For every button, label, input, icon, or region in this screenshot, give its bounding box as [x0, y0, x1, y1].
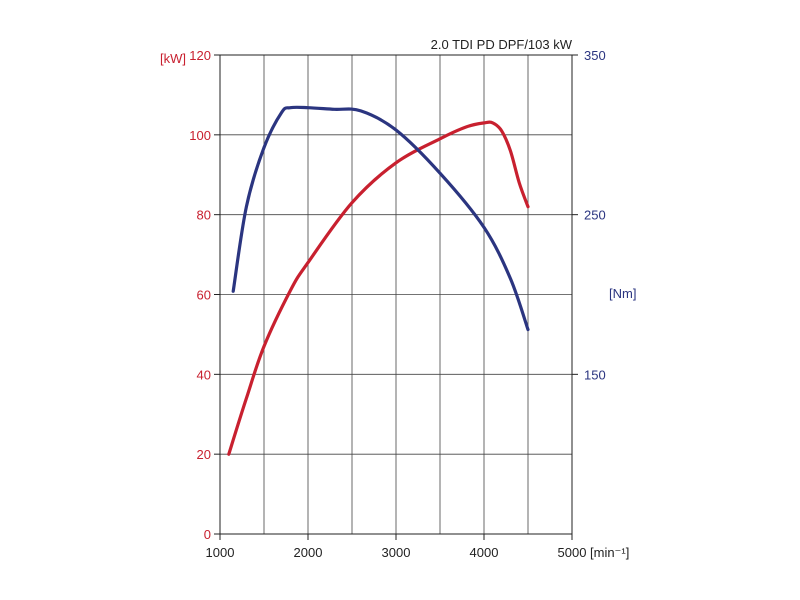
x-tick-label: 3000 [382, 545, 411, 560]
x-axis-unit: [min⁻¹] [590, 545, 629, 560]
y-left-tick-label: 120 [189, 48, 211, 63]
series-lines [227, 105, 530, 456]
y-right-tick-label: 150 [584, 367, 606, 382]
power-series-line [227, 120, 530, 456]
y-left-tick-label: 80 [197, 208, 211, 223]
y-left-tick-label: 100 [189, 128, 211, 143]
x-tick-label: 2000 [294, 545, 323, 560]
y-left-tick-label: 60 [197, 288, 211, 303]
left-axis-unit: [kW] [160, 51, 186, 66]
chart-title: 2.0 TDI PD DPF/103 kW [431, 37, 573, 52]
right-axis-unit: [Nm] [609, 286, 636, 301]
x-tick-label: 1000 [206, 545, 235, 560]
x-tick-label: 4000 [470, 545, 499, 560]
tick-labels: 1000 2000 3000 4000 5000 0 20 40 60 80 100 120 150 25… [189, 48, 605, 560]
grid [220, 55, 572, 534]
axes [214, 54, 578, 540]
y-left-tick-label: 40 [197, 367, 211, 382]
torque-series-line [231, 105, 530, 332]
x-tick-label: 5000 [558, 545, 587, 560]
y-left-tick-label: 20 [197, 447, 211, 462]
y-right-tick-label: 250 [584, 208, 606, 223]
y-left-tick-label: 0 [204, 527, 211, 542]
y-right-tick-label: 350 [584, 48, 606, 63]
